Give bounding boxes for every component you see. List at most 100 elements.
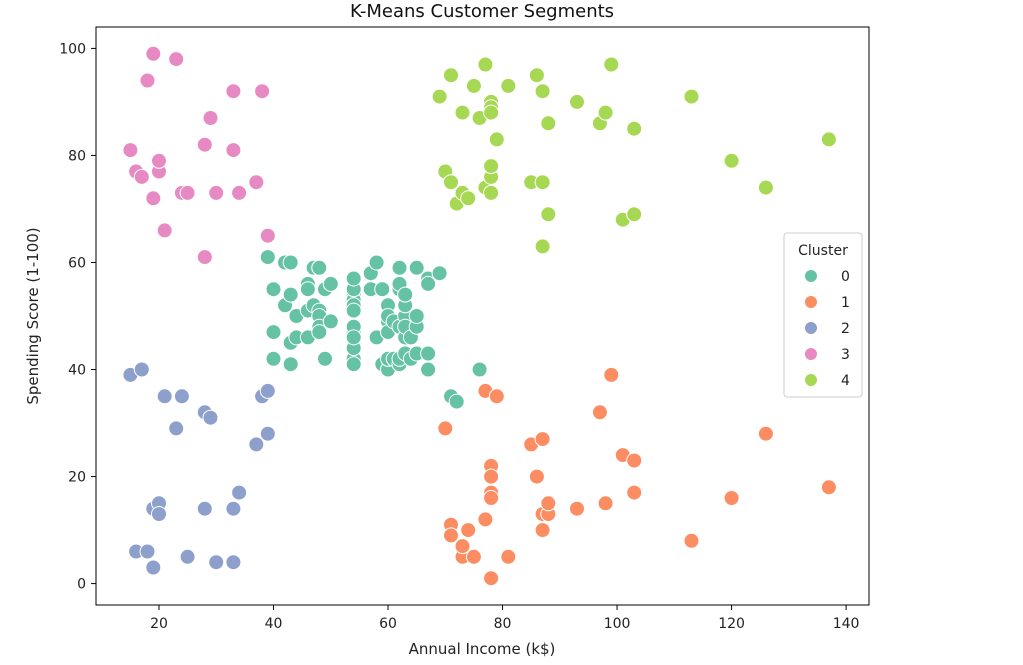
plot-frame	[95, 26, 870, 606]
x-axis-label: Annual Income (k$)	[409, 640, 556, 658]
x-tick-label: 40	[265, 616, 283, 632]
data-point-cluster-3	[259, 227, 276, 244]
data-point-cluster-2	[156, 388, 173, 405]
data-point-cluster-4	[534, 238, 551, 255]
data-point-cluster-0	[311, 259, 328, 276]
data-point-cluster-2	[133, 361, 150, 378]
data-point-cluster-4	[477, 56, 494, 73]
y-tick-label: 0	[77, 577, 86, 593]
data-point-cluster-3	[145, 190, 162, 207]
data-point-cluster-0	[420, 345, 437, 362]
data-point-cluster-4	[723, 152, 740, 169]
y-tick-label: 80	[68, 148, 86, 164]
data-point-cluster-2	[202, 409, 219, 426]
data-point-cluster-2	[208, 554, 225, 571]
data-point-cluster-4	[500, 77, 517, 94]
data-point-cluster-2	[168, 420, 185, 437]
data-point-cluster-1	[534, 522, 551, 539]
data-point-cluster-1	[528, 468, 545, 485]
data-point-cluster-4	[534, 174, 551, 191]
data-point-cluster-3	[225, 83, 242, 100]
data-point-cluster-3	[196, 136, 213, 153]
data-point-cluster-0	[265, 350, 282, 367]
data-point-cluster-2	[179, 548, 196, 565]
legend-label-cluster-1: 1	[841, 295, 850, 311]
data-point-cluster-1	[597, 495, 614, 512]
data-point-cluster-0	[374, 281, 391, 298]
data-point-cluster-1	[534, 431, 551, 448]
data-point-cluster-1	[757, 425, 774, 442]
data-point-cluster-1	[723, 490, 740, 506]
data-point-cluster-4	[626, 120, 643, 137]
legend-box	[783, 232, 863, 398]
data-point-cluster-3	[122, 142, 139, 159]
legend: Cluster 0 1 2 3 4	[783, 232, 863, 398]
data-point-cluster-0	[368, 254, 385, 271]
data-point-cluster-4	[483, 104, 500, 121]
data-point-cluster-0	[322, 313, 339, 330]
data-point-cluster-4	[483, 184, 500, 201]
data-point-cluster-1	[820, 479, 837, 496]
data-point-cluster-0	[420, 275, 437, 292]
data-point-cluster-0	[345, 270, 362, 287]
data-point-cluster-1	[483, 570, 500, 587]
data-point-cluster-3	[133, 168, 150, 185]
data-point-cluster-0	[345, 329, 362, 346]
data-point-cluster-1	[483, 468, 500, 485]
x-tick-label: 80	[494, 616, 512, 632]
data-point-cluster-4	[683, 88, 700, 105]
data-point-cluster-2	[231, 484, 248, 501]
data-point-cluster-0	[282, 356, 299, 373]
x-tick-label: 60	[379, 616, 397, 632]
data-point-cluster-4	[597, 104, 614, 121]
data-point-cluster-1	[488, 388, 505, 405]
data-point-cluster-2	[151, 506, 167, 522]
data-point-cluster-2	[173, 388, 190, 405]
data-point-cluster-1	[626, 484, 643, 501]
data-point-cluster-1	[540, 495, 557, 512]
data-point-cluster-1	[500, 548, 517, 565]
data-point-cluster-4	[820, 131, 837, 148]
data-point-cluster-4	[454, 104, 471, 121]
data-point-cluster-3	[168, 51, 185, 68]
legend-marker-cluster-0	[804, 269, 818, 283]
data-point-cluster-2	[139, 543, 156, 560]
data-point-cluster-1	[591, 404, 608, 421]
legend-label-cluster-3: 3	[841, 347, 850, 363]
data-point-cluster-4	[443, 174, 459, 191]
data-point-cluster-3	[179, 184, 196, 201]
data-point-cluster-1	[454, 538, 471, 555]
data-point-cluster-0	[345, 356, 362, 373]
legend-marker-cluster-2	[804, 321, 818, 335]
data-point-cluster-3	[196, 249, 213, 266]
x-tick-label: 140	[833, 616, 860, 632]
data-point-cluster-4	[603, 56, 620, 73]
x-tick-label: 120	[718, 616, 745, 632]
data-point-cluster-0	[408, 259, 425, 276]
data-point-cluster-0	[317, 350, 333, 367]
x-axis: 20 40 60 80 100 120 140	[150, 605, 859, 632]
data-point-cluster-3	[225, 142, 242, 159]
data-point-cluster-3	[248, 174, 265, 191]
x-tick-label: 20	[150, 616, 168, 632]
data-point-cluster-3	[202, 110, 219, 126]
data-point-cluster-0	[299, 281, 316, 298]
data-point-cluster-0	[431, 265, 448, 282]
legend-title: Cluster	[798, 243, 848, 259]
legend-label-cluster-0: 0	[841, 269, 850, 285]
data-point-cluster-4	[626, 206, 643, 223]
data-point-cluster-4	[488, 131, 505, 148]
data-point-cluster-3	[145, 45, 162, 62]
data-point-cluster-2	[259, 382, 276, 399]
data-point-cluster-4	[528, 67, 545, 84]
data-point-cluster-3	[139, 72, 156, 89]
data-point-cluster-0	[471, 361, 488, 378]
data-point-cluster-1	[603, 366, 620, 383]
data-point-cluster-0	[408, 308, 425, 324]
y-tick-label: 100	[59, 41, 86, 57]
data-point-cluster-1	[683, 532, 700, 549]
data-point-cluster-3	[156, 222, 173, 239]
data-point-cluster-4	[534, 83, 551, 100]
data-point-cluster-0	[397, 286, 414, 303]
